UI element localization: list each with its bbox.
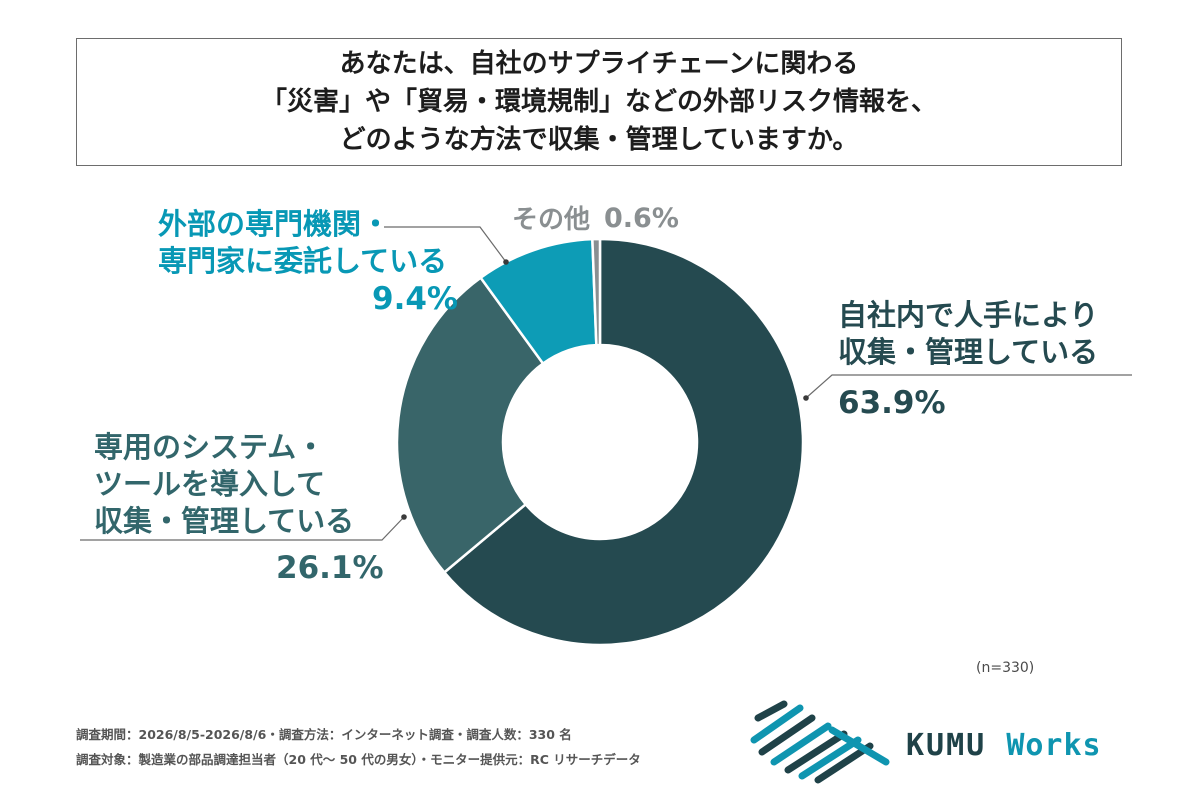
question-title-line-3: どのような方法で収集・管理していますか。 <box>339 125 859 155</box>
logo-stroke <box>784 730 848 774</box>
logo-stroke <box>828 726 890 766</box>
leader-line-ext <box>384 226 507 263</box>
logo-stroke <box>750 704 804 744</box>
slice-value-self: 63.9% <box>838 385 946 421</box>
survey-footnote-line-1: 調査期間：2026/8/5-2026/8/6・調査方法：インターネット調査・調査… <box>76 727 572 742</box>
brand-name: KUMU Works <box>906 728 1102 763</box>
kumu-works-logo <box>750 700 890 784</box>
leader-dot-tool <box>401 514 407 520</box>
slice-value-tool: 26.1% <box>276 550 384 586</box>
donut-slice-self <box>442 237 805 647</box>
leader-dot-self <box>803 395 809 401</box>
brand-name-sub: Works <box>1006 728 1102 763</box>
leader-line-tool <box>80 516 405 541</box>
question-title-box: あなたは、自社のサプライチェーンに関わる 「災害」や「貿易・環境規制」などの外部… <box>76 38 1122 166</box>
logo-stroke <box>770 722 832 766</box>
slice-label-other: その他 <box>512 205 591 235</box>
survey-footnote-line-2: 調査対象：製造業の部品調達担当者（20 代〜 50 代の男女）・モニター提供元：… <box>76 752 641 767</box>
logo-stroke <box>754 700 788 722</box>
slice-label-tool-line-2: ツールを導入して <box>94 467 326 501</box>
leader-lines <box>80 226 1132 541</box>
slice-label-self-line-1: 自社内で人手により <box>838 298 1099 332</box>
logo-stroke <box>758 714 816 756</box>
question-title-line-2: 「災害」や「貿易・環境規制」などの外部リスク情報を、 <box>260 87 937 117</box>
logo-stroke <box>798 736 862 780</box>
slice-label-ext-line-2: 専門家に委託している <box>158 244 448 278</box>
question-title-line-1: あなたは、自社のサプライチェーンに関わる <box>339 49 859 79</box>
donut-slice-other <box>591 237 602 347</box>
slice-label-self-line-2: 収集・管理している <box>838 335 1099 369</box>
leader-dot-ext <box>503 259 509 265</box>
leader-line-self <box>805 374 1132 399</box>
donut-slices <box>395 237 805 647</box>
slice-value-ext: 9.4% <box>372 281 458 317</box>
slice-label-tool-line-3: 収集・管理している <box>94 504 355 538</box>
slice-label-ext-line-1: 外部の専門機関・ <box>158 207 391 241</box>
brand-name-main: KUMU <box>906 728 987 763</box>
donut-slice-tool <box>395 276 545 575</box>
slice-label-tool-line-1: 専用のシステム・ <box>94 430 326 464</box>
sample-size-note: (n=330) <box>976 660 1035 676</box>
slice-value-other: 0.6% <box>604 203 679 234</box>
logo-stroke <box>814 742 874 784</box>
